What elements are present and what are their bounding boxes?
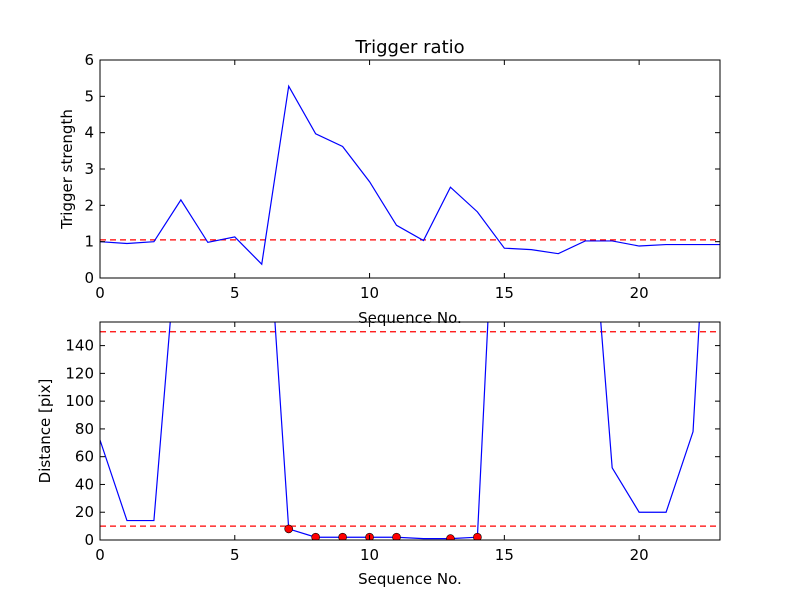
plot-area (100, 84, 720, 266)
data-point (446, 534, 455, 540)
data-point (311, 532, 320, 540)
y-tick-label: 0 (84, 531, 94, 549)
x-tick-label: 0 (95, 546, 105, 564)
plot-area (100, 322, 720, 540)
axes-frame (99, 59, 721, 279)
x-tick-label: 0 (95, 284, 105, 302)
y-tick-label: 140 (65, 337, 94, 355)
y-tick-label: 2 (84, 196, 94, 214)
x-axis-label: Sequence No. (358, 570, 462, 588)
data-point (338, 532, 347, 540)
x-tick-label: 10 (360, 284, 379, 302)
y-tick-label: 80 (75, 420, 94, 438)
y-tick-label: 40 (75, 475, 94, 493)
x-tick-label: 15 (495, 546, 514, 564)
y-tick-label: 5 (84, 87, 94, 105)
trigger-ratio-chart: 0 5 10 15 20 0 1 2 3 4 5 6 Trigger ratio Sequence N… (58, 37, 721, 327)
chart-title: Trigger ratio (354, 37, 464, 58)
y-tick-label: 3 (84, 160, 94, 178)
data-point (473, 532, 482, 540)
x-tick-label: 15 (495, 284, 514, 302)
y-tick-label: 0 (84, 269, 94, 287)
x-tick-label: 5 (230, 284, 240, 302)
axes-frame (99, 321, 721, 541)
y-axis-label: Trigger strength (58, 109, 76, 230)
data-point (392, 532, 401, 540)
tick-marks: 0 5 10 15 20 0 20 40 60 80 100 120 140 (65, 322, 720, 564)
y-axis-label: Distance [pix] (36, 379, 54, 484)
series-line (100, 322, 700, 540)
y-tick-label: 4 (84, 124, 94, 142)
y-tick-label: 100 (65, 392, 94, 410)
y-tick-label: 60 (75, 448, 94, 466)
data-point (284, 524, 293, 534)
tick-marks: 0 5 10 15 20 0 1 2 3 4 5 6 (84, 51, 720, 302)
x-axis-label: Sequence No. (358, 309, 462, 327)
y-tick-label: 6 (84, 51, 94, 69)
series-line (100, 84, 720, 266)
x-tick-label: 5 (230, 546, 240, 564)
y-tick-label: 1 (84, 233, 94, 251)
x-tick-label: 10 (360, 546, 379, 564)
y-tick-label: 120 (65, 364, 94, 382)
y-tick-label: 20 (75, 503, 94, 521)
x-tick-label: 20 (630, 284, 649, 302)
x-tick-label: 20 (630, 546, 649, 564)
